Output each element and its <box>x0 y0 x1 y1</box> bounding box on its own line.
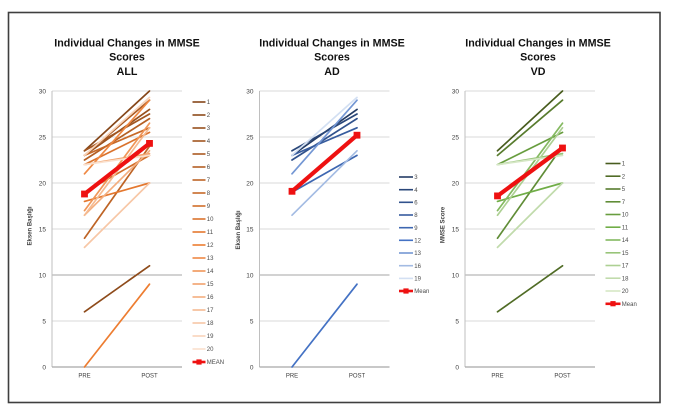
svg-text:20: 20 <box>246 180 254 187</box>
svg-text:Individual Changes in MMSE: Individual Changes in MMSE <box>465 38 610 50</box>
svg-text:8: 8 <box>414 213 418 219</box>
svg-text:ALL: ALL <box>117 66 138 78</box>
svg-text:15: 15 <box>39 226 47 233</box>
svg-text:17: 17 <box>622 264 629 270</box>
svg-text:9: 9 <box>207 204 211 210</box>
svg-text:30: 30 <box>246 88 254 95</box>
svg-text:19: 19 <box>207 334 214 340</box>
svg-text:2: 2 <box>622 174 626 180</box>
svg-text:10: 10 <box>246 272 254 279</box>
svg-text:Scores: Scores <box>314 52 350 64</box>
svg-text:3: 3 <box>207 126 211 132</box>
svg-text:13: 13 <box>207 256 214 262</box>
svg-text:16: 16 <box>414 264 421 270</box>
svg-text:4: 4 <box>207 139 211 145</box>
svg-text:8: 8 <box>207 191 211 197</box>
svg-text:25: 25 <box>39 134 47 141</box>
svg-text:25: 25 <box>452 134 460 141</box>
svg-text:2: 2 <box>207 113 211 119</box>
svg-text:PRE: PRE <box>491 374 503 380</box>
svg-text:5: 5 <box>42 318 46 325</box>
svg-text:17: 17 <box>207 308 214 314</box>
svg-text:20: 20 <box>207 347 214 353</box>
svg-text:6: 6 <box>414 200 418 206</box>
svg-text:1: 1 <box>207 100 211 106</box>
svg-text:25: 25 <box>246 134 254 141</box>
svg-text:20: 20 <box>39 180 47 187</box>
svg-text:5: 5 <box>250 318 254 325</box>
svg-text:PRE: PRE <box>78 374 90 380</box>
svg-text:30: 30 <box>452 88 460 95</box>
svg-text:0: 0 <box>250 364 254 371</box>
svg-text:15: 15 <box>207 282 214 288</box>
svg-text:20: 20 <box>622 289 629 295</box>
svg-text:15: 15 <box>622 251 629 257</box>
svg-text:Eksen Başlığı: Eksen Başlığı <box>28 206 34 245</box>
svg-text:10: 10 <box>207 217 214 223</box>
svg-text:MEAN: MEAN <box>207 360 224 366</box>
svg-text:14: 14 <box>622 238 629 244</box>
svg-text:6: 6 <box>207 165 211 171</box>
svg-text:15: 15 <box>452 226 460 233</box>
svg-text:5: 5 <box>622 187 626 193</box>
svg-text:Individual Changes in MMSE: Individual Changes in MMSE <box>54 38 199 50</box>
svg-text:18: 18 <box>207 321 214 327</box>
svg-text:16: 16 <box>207 295 214 301</box>
svg-text:PRE: PRE <box>286 374 298 380</box>
svg-text:19: 19 <box>414 277 421 283</box>
svg-text:5: 5 <box>207 152 211 158</box>
svg-text:18: 18 <box>622 276 629 282</box>
svg-text:1: 1 <box>622 162 626 168</box>
svg-text:POST: POST <box>141 374 158 380</box>
svg-text:AD: AD <box>324 66 340 78</box>
svg-text:3: 3 <box>414 175 418 181</box>
svg-text:POST: POST <box>349 374 366 380</box>
svg-text:Scores: Scores <box>520 52 556 64</box>
svg-text:7: 7 <box>207 178 211 184</box>
svg-text:4: 4 <box>414 188 418 194</box>
svg-text:0: 0 <box>455 364 459 371</box>
svg-text:12: 12 <box>414 238 421 244</box>
svg-text:20: 20 <box>452 180 460 187</box>
svg-text:Mean: Mean <box>414 289 429 295</box>
svg-text:0: 0 <box>42 364 46 371</box>
svg-text:Eksen Başlığı: Eksen Başlığı <box>236 210 242 249</box>
svg-text:30: 30 <box>39 88 47 95</box>
svg-text:11: 11 <box>207 230 214 236</box>
svg-text:10: 10 <box>622 213 629 219</box>
svg-text:12: 12 <box>207 243 214 249</box>
svg-text:10: 10 <box>39 272 47 279</box>
svg-text:15: 15 <box>246 226 254 233</box>
svg-text:7: 7 <box>622 200 626 206</box>
svg-text:POST: POST <box>554 374 571 380</box>
svg-text:Scores: Scores <box>109 52 145 64</box>
svg-text:11: 11 <box>622 225 629 231</box>
svg-text:VD: VD <box>531 66 546 78</box>
svg-text:Mean: Mean <box>622 302 637 308</box>
svg-text:5: 5 <box>455 318 459 325</box>
svg-text:13: 13 <box>414 251 421 257</box>
svg-text:MMSE Score: MMSE Score <box>441 206 447 243</box>
svg-text:9: 9 <box>414 226 418 232</box>
svg-text:10: 10 <box>452 272 460 279</box>
svg-text:Individual Changes in MMSE: Individual Changes in MMSE <box>259 38 404 50</box>
svg-text:14: 14 <box>207 269 214 275</box>
